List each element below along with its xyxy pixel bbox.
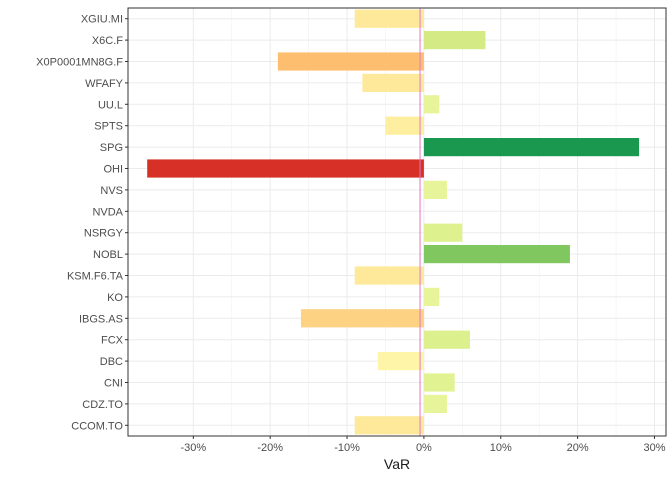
bar [385,116,424,135]
x-tick-label: -20% [257,442,283,454]
x-tick-label: 0% [416,442,432,454]
y-tick-label: IBGS.AS [79,313,123,325]
bar [423,394,447,413]
y-tick-label: WFAFY [85,78,124,90]
y-axis: XGIU.MI X6C.F X0P0001MN8G.F WFAFY UU.L SPTS SP… [36,14,128,432]
y-tick-label: CDZ.TO [82,399,123,411]
x-axis: -30% -20% -10% 0% 10% 20% 30% [180,436,666,454]
bar [354,266,424,285]
bar [362,73,424,92]
y-tick-label: NOBL [93,249,123,261]
plot-border [127,7,667,437]
x-tick-label: 10% [490,442,512,454]
x-axis-title: VaR [384,456,410,472]
bar [300,309,424,328]
y-tick-label: NVS [100,185,123,197]
y-tick-label: XGIU.MI [81,14,123,26]
bar [423,138,640,157]
y-tick-label: KSM.F6.TA [67,271,124,283]
bar [354,416,424,435]
x-tick-label: 20% [567,442,589,454]
x-tick-label: -10% [334,442,360,454]
bars [147,9,640,435]
bar [423,373,455,392]
y-tick-label: FCX [101,335,124,347]
y-tick-label: NSRGY [84,228,124,240]
x-tick-label: -30% [180,442,206,454]
y-tick-label: X0P0001MN8G.F [36,57,123,69]
bar [423,287,440,306]
y-tick-label: UU.L [98,99,123,111]
y-tick-label: NVDA [92,206,123,218]
y-tick-label: CNI [104,378,123,390]
bar [377,352,424,371]
bar [423,95,440,114]
bar [423,31,486,50]
bar [147,159,424,178]
y-tick-label: OHI [103,164,123,176]
bar [423,245,570,264]
plot-background [127,7,667,437]
bar [423,180,447,199]
y-tick-label: X6C.F [92,35,123,47]
x-tick-label: 30% [643,442,665,454]
y-tick-label: CCOM.TO [71,420,123,432]
bar [354,9,424,28]
y-tick-label: SPG [100,142,123,154]
bar [423,223,463,242]
bar [277,52,424,71]
y-tick-label: KO [107,292,123,304]
bar [423,330,471,349]
y-tick-label: DBC [100,356,123,368]
y-tick-label: SPTS [94,121,123,133]
